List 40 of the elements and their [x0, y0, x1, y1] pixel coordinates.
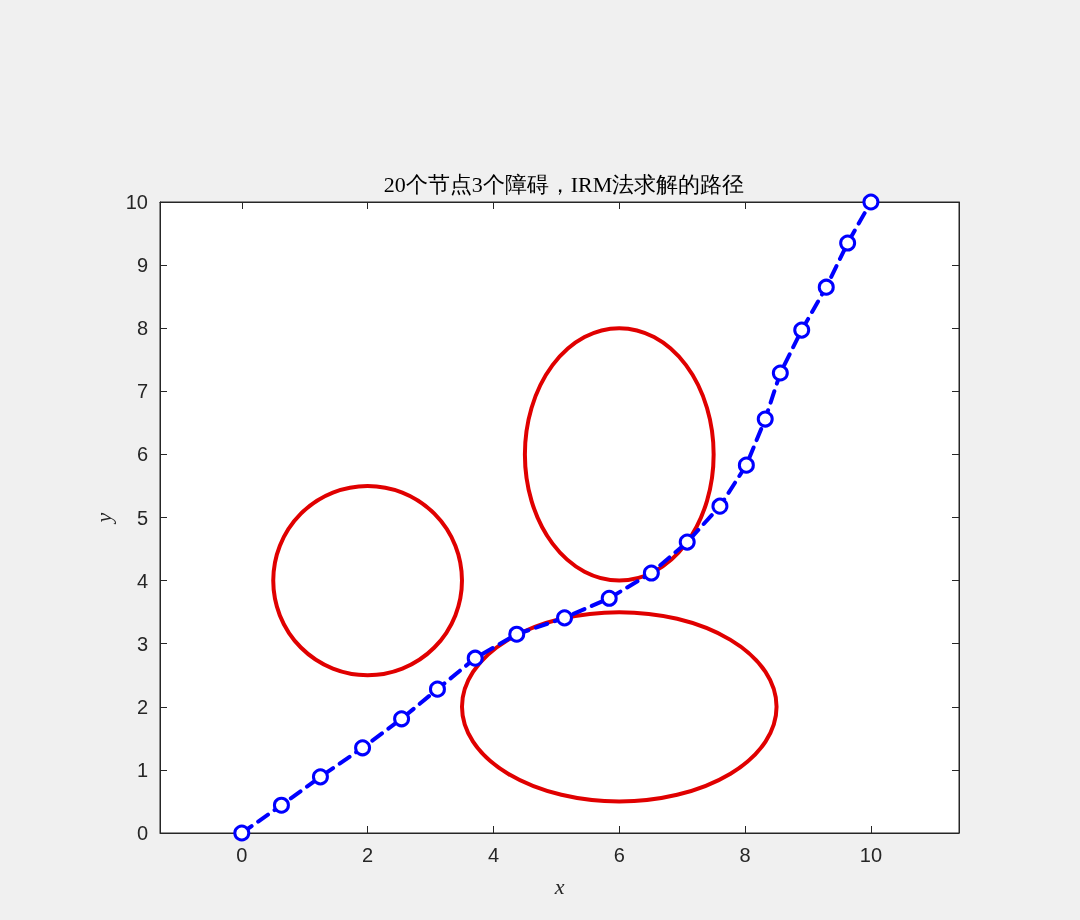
- y-tick-label: 9: [136, 254, 148, 277]
- point: [393, 710, 411, 728]
- point: [642, 564, 660, 582]
- y-tick-label: 2: [136, 695, 148, 718]
- point: [428, 680, 446, 698]
- point: [756, 410, 774, 428]
- point: [771, 364, 789, 382]
- y-tick-label: 10: [125, 191, 148, 213]
- point: [737, 456, 755, 474]
- x-tick-label: 8: [739, 844, 751, 866]
- y-tick-label: 5: [136, 506, 148, 529]
- y-tick-label: 7: [136, 380, 148, 403]
- point: [817, 278, 835, 296]
- point: [862, 193, 880, 211]
- x-tick-label: 6: [613, 844, 625, 866]
- point: [311, 768, 329, 786]
- x-axis-title: x: [553, 873, 565, 899]
- y-axis-title: y: [91, 512, 117, 525]
- y-tick-label: 3: [136, 632, 148, 655]
- point: [466, 649, 484, 667]
- point: [354, 739, 372, 757]
- x-tick-label: 0: [236, 844, 248, 866]
- chart-title: 20个节点3个障碍，IRM法求解的路径: [383, 171, 745, 197]
- x-tick-label: 4: [487, 844, 499, 866]
- y-tick-label: 4: [136, 569, 148, 592]
- point: [233, 824, 251, 842]
- y-tick-label: 8: [136, 317, 148, 340]
- point: [678, 533, 696, 551]
- point: [272, 796, 290, 814]
- point: [711, 497, 729, 515]
- y-tick-label: 0: [136, 822, 148, 844]
- x-tick-label: 2: [362, 844, 374, 866]
- x-tick-label: 10: [859, 844, 883, 866]
- point: [839, 234, 857, 252]
- point: [556, 609, 574, 627]
- point: [600, 589, 618, 607]
- point: [793, 321, 811, 339]
- y-tick-label: 1: [136, 758, 148, 781]
- y-tick-label: 6: [136, 443, 148, 466]
- point: [508, 625, 526, 643]
